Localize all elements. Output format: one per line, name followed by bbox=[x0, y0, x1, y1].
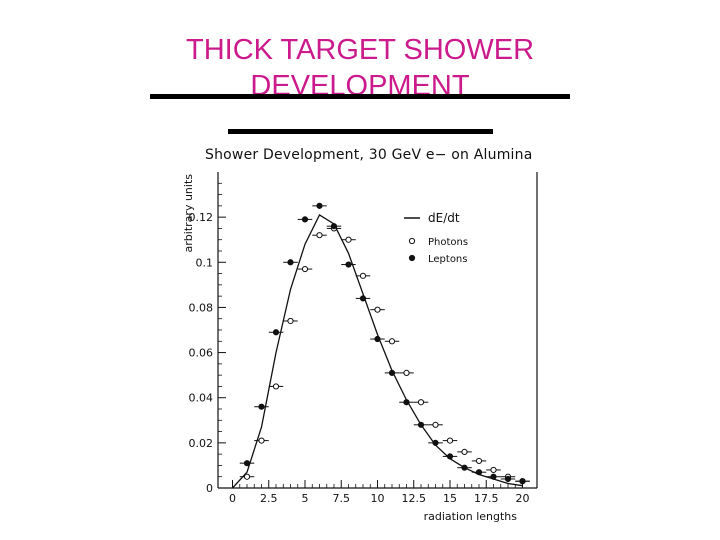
leptons-point bbox=[403, 399, 410, 406]
x-tick-label: 17.5 bbox=[474, 492, 499, 505]
x-tick-label: 2.5 bbox=[260, 492, 278, 505]
leptons-point bbox=[243, 460, 251, 467]
y-axis-label: arbitrary units bbox=[182, 174, 195, 253]
photons-point bbox=[446, 437, 454, 444]
legend-photons-swatch bbox=[408, 237, 416, 245]
x-tick-label: 10 bbox=[371, 492, 385, 505]
leptons-point bbox=[258, 403, 265, 410]
x-tick-label: 20 bbox=[516, 492, 530, 505]
leptons-point bbox=[475, 469, 483, 476]
leptons-point bbox=[316, 202, 323, 209]
photons-point bbox=[287, 317, 294, 325]
x-tick-label: 12.5 bbox=[402, 492, 427, 505]
legend-photons-label: Photons bbox=[428, 237, 468, 248]
leptons-point bbox=[461, 464, 468, 471]
x-tick-label: 7.5 bbox=[333, 492, 351, 505]
photons-point bbox=[475, 457, 483, 465]
photons-point bbox=[374, 306, 381, 313]
x-tick-label: 0 bbox=[229, 492, 236, 505]
series-dEdt-line bbox=[232, 213, 523, 489]
slide-title-line-1: THICK TARGET SHOWER bbox=[185, 34, 535, 66]
leptons-point bbox=[432, 439, 439, 446]
leptons-point bbox=[272, 329, 280, 336]
legend-leptons-swatch bbox=[408, 254, 416, 262]
x-tick-label: 5 bbox=[302, 492, 309, 505]
photons-point bbox=[403, 369, 410, 376]
y-tick-label: 0.04 bbox=[189, 392, 214, 405]
leptons-point bbox=[359, 295, 367, 302]
title-underline-rule bbox=[150, 94, 570, 99]
leptons-point bbox=[504, 475, 512, 483]
photons-point bbox=[461, 448, 468, 455]
y-tick-label: 0 bbox=[206, 482, 213, 495]
photons-point bbox=[258, 437, 265, 444]
photons-point bbox=[359, 272, 367, 279]
photons-point bbox=[243, 473, 251, 480]
photons-point bbox=[272, 383, 280, 390]
leptons-point bbox=[519, 478, 526, 485]
title-second-rule bbox=[228, 129, 493, 134]
x-tick-label: 15 bbox=[443, 492, 457, 505]
chart-title: Shower Development, 30 GeV e− on Alumina bbox=[205, 147, 533, 163]
y-tick-label: 0.02 bbox=[189, 437, 214, 450]
photons-point bbox=[417, 399, 425, 406]
photons-point bbox=[388, 338, 396, 345]
leptons-point bbox=[417, 421, 425, 428]
photons-point bbox=[490, 466, 497, 474]
x-axis-label: radiation lengths bbox=[424, 510, 518, 523]
legend-dEdt-label: dE/dt bbox=[428, 211, 460, 225]
leptons-point bbox=[446, 453, 454, 460]
leptons-point bbox=[330, 223, 338, 230]
photons-point bbox=[316, 232, 323, 239]
leptons-point bbox=[345, 261, 352, 268]
leptons-point bbox=[374, 335, 381, 343]
photons-point bbox=[301, 265, 309, 273]
y-tick-label: 0.06 bbox=[189, 347, 214, 360]
y-tick-label: 0.08 bbox=[189, 301, 214, 314]
leptons-point bbox=[388, 369, 396, 376]
leptons-point bbox=[490, 473, 497, 480]
photons-point bbox=[345, 236, 352, 243]
leptons-point bbox=[301, 216, 309, 223]
photons-point bbox=[432, 421, 439, 428]
y-tick-label: 0.12 bbox=[189, 211, 214, 224]
legend-leptons-label: Leptons bbox=[428, 254, 467, 265]
slide-title: THICK TARGET SHOWER DEVELOPMENT bbox=[0, 32, 720, 104]
y-tick-label: 0.1 bbox=[196, 256, 214, 269]
leptons-point bbox=[287, 259, 294, 266]
